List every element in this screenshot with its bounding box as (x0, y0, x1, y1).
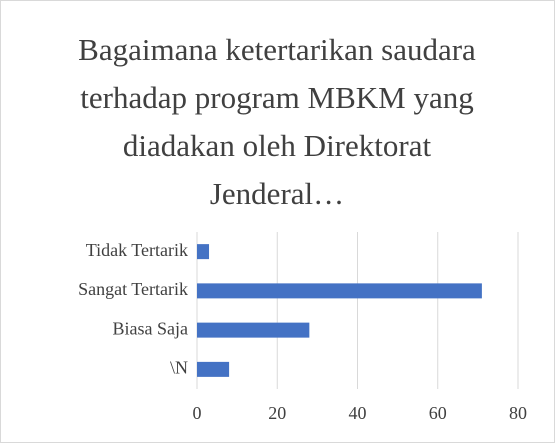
y-tick-label: Tidak Tertarik (86, 240, 188, 260)
x-tick-label: 80 (509, 403, 527, 423)
y-tick-label: Sangat Tertarik (78, 279, 188, 299)
y-tick-label: Biasa Saja (113, 318, 188, 338)
bar (197, 361, 230, 377)
bar (197, 322, 310, 338)
x-tick-label: 60 (429, 403, 447, 423)
chart-title: Bagaimana ketertarikan saudara terhadap … (78, 32, 476, 211)
y-tick-label: \N (170, 358, 188, 378)
bar (197, 283, 482, 299)
x-tick-label: 0 (193, 403, 202, 423)
bar (197, 244, 210, 260)
x-tick-label: 40 (349, 403, 367, 423)
x-tick-label: 20 (268, 403, 286, 423)
